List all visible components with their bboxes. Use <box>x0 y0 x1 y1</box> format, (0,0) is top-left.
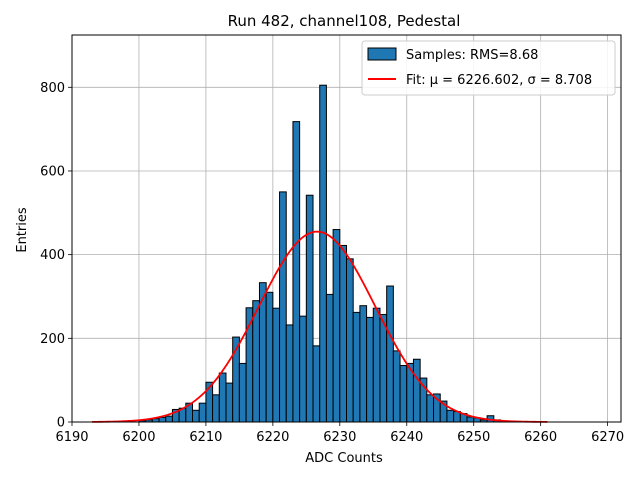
histogram-bar <box>332 229 341 423</box>
x-tick-label: 6240 <box>390 430 423 445</box>
fit-curve-group <box>92 230 548 423</box>
x-tick-label: 6260 <box>524 430 557 445</box>
x-axis-title: ADC Counts <box>305 451 383 466</box>
fit-curve <box>92 230 548 423</box>
histogram-bar <box>325 293 334 423</box>
histogram-bar <box>265 291 274 423</box>
histogram-bar <box>339 244 347 423</box>
histogram-bar <box>305 194 314 423</box>
plot-frame <box>71 34 622 423</box>
histogram-bar <box>466 416 475 423</box>
y-axis-ticks: 0 200 400 600 800 <box>40 81 72 431</box>
x-tick-label: 6210 <box>189 430 222 445</box>
legend-label-samples: Samples: RMS=8.68 <box>406 48 538 63</box>
histogram-bar <box>312 345 321 423</box>
histogram-bar <box>372 307 381 423</box>
legend: Samples: RMS=8.68 Fit: μ = 6226.602, σ =… <box>361 40 616 96</box>
x-tick-label: 6220 <box>256 430 289 445</box>
y-tick-label: 600 <box>40 164 65 179</box>
histogram-bar <box>225 382 234 423</box>
histogram-bar <box>279 191 287 423</box>
histogram-bar <box>446 409 455 423</box>
chart-title: Run 482, channel108, Pedestal <box>228 12 461 30</box>
x-tick-label: 6190 <box>55 430 88 445</box>
histogram-bar <box>252 300 260 423</box>
x-axis-ticks: 6190 6200 6210 6220 6230 6240 6250 6260 6270 <box>55 422 624 445</box>
y-tick-label: 0 <box>57 416 65 431</box>
histogram-bar <box>158 416 167 423</box>
histogram-bar <box>218 372 227 423</box>
histogram-bar <box>285 324 294 423</box>
y-tick-label: 800 <box>40 81 65 96</box>
x-tick-label: 6200 <box>122 430 155 445</box>
histogram-bar <box>392 350 401 423</box>
histogram-bar <box>366 316 374 423</box>
histogram-bar <box>192 409 200 423</box>
histogram-bar <box>379 313 388 423</box>
histogram-bar <box>386 285 394 423</box>
histogram-bar <box>319 84 327 423</box>
x-tick-label: 6270 <box>591 430 624 445</box>
histogram-bar <box>238 362 247 423</box>
legend-box <box>361 40 616 96</box>
histogram-bar <box>292 121 301 423</box>
y-axis-title: Entries <box>15 207 30 253</box>
legend-label-fit: Fit: μ = 6226.602, σ = 8.708 <box>406 73 592 88</box>
histogram-bars <box>138 84 501 423</box>
x-tick-label: 6230 <box>323 430 356 445</box>
histogram-bar <box>299 315 307 423</box>
histogram-bar <box>212 394 220 423</box>
x-tick-label: 6250 <box>457 430 490 445</box>
histogram-bar <box>198 402 207 423</box>
histogram-bar <box>346 258 354 423</box>
y-tick-label: 200 <box>40 332 65 347</box>
histogram-bar <box>352 311 361 423</box>
y-tick-label: 400 <box>40 248 65 263</box>
histogram-bar <box>426 394 435 423</box>
histogram-bar <box>272 307 281 423</box>
histogram-bar <box>165 415 173 423</box>
legend-swatch-samples <box>367 47 397 61</box>
histogram-bar <box>412 358 421 423</box>
histogram-bar <box>399 365 408 423</box>
histogram-bar <box>359 305 368 423</box>
